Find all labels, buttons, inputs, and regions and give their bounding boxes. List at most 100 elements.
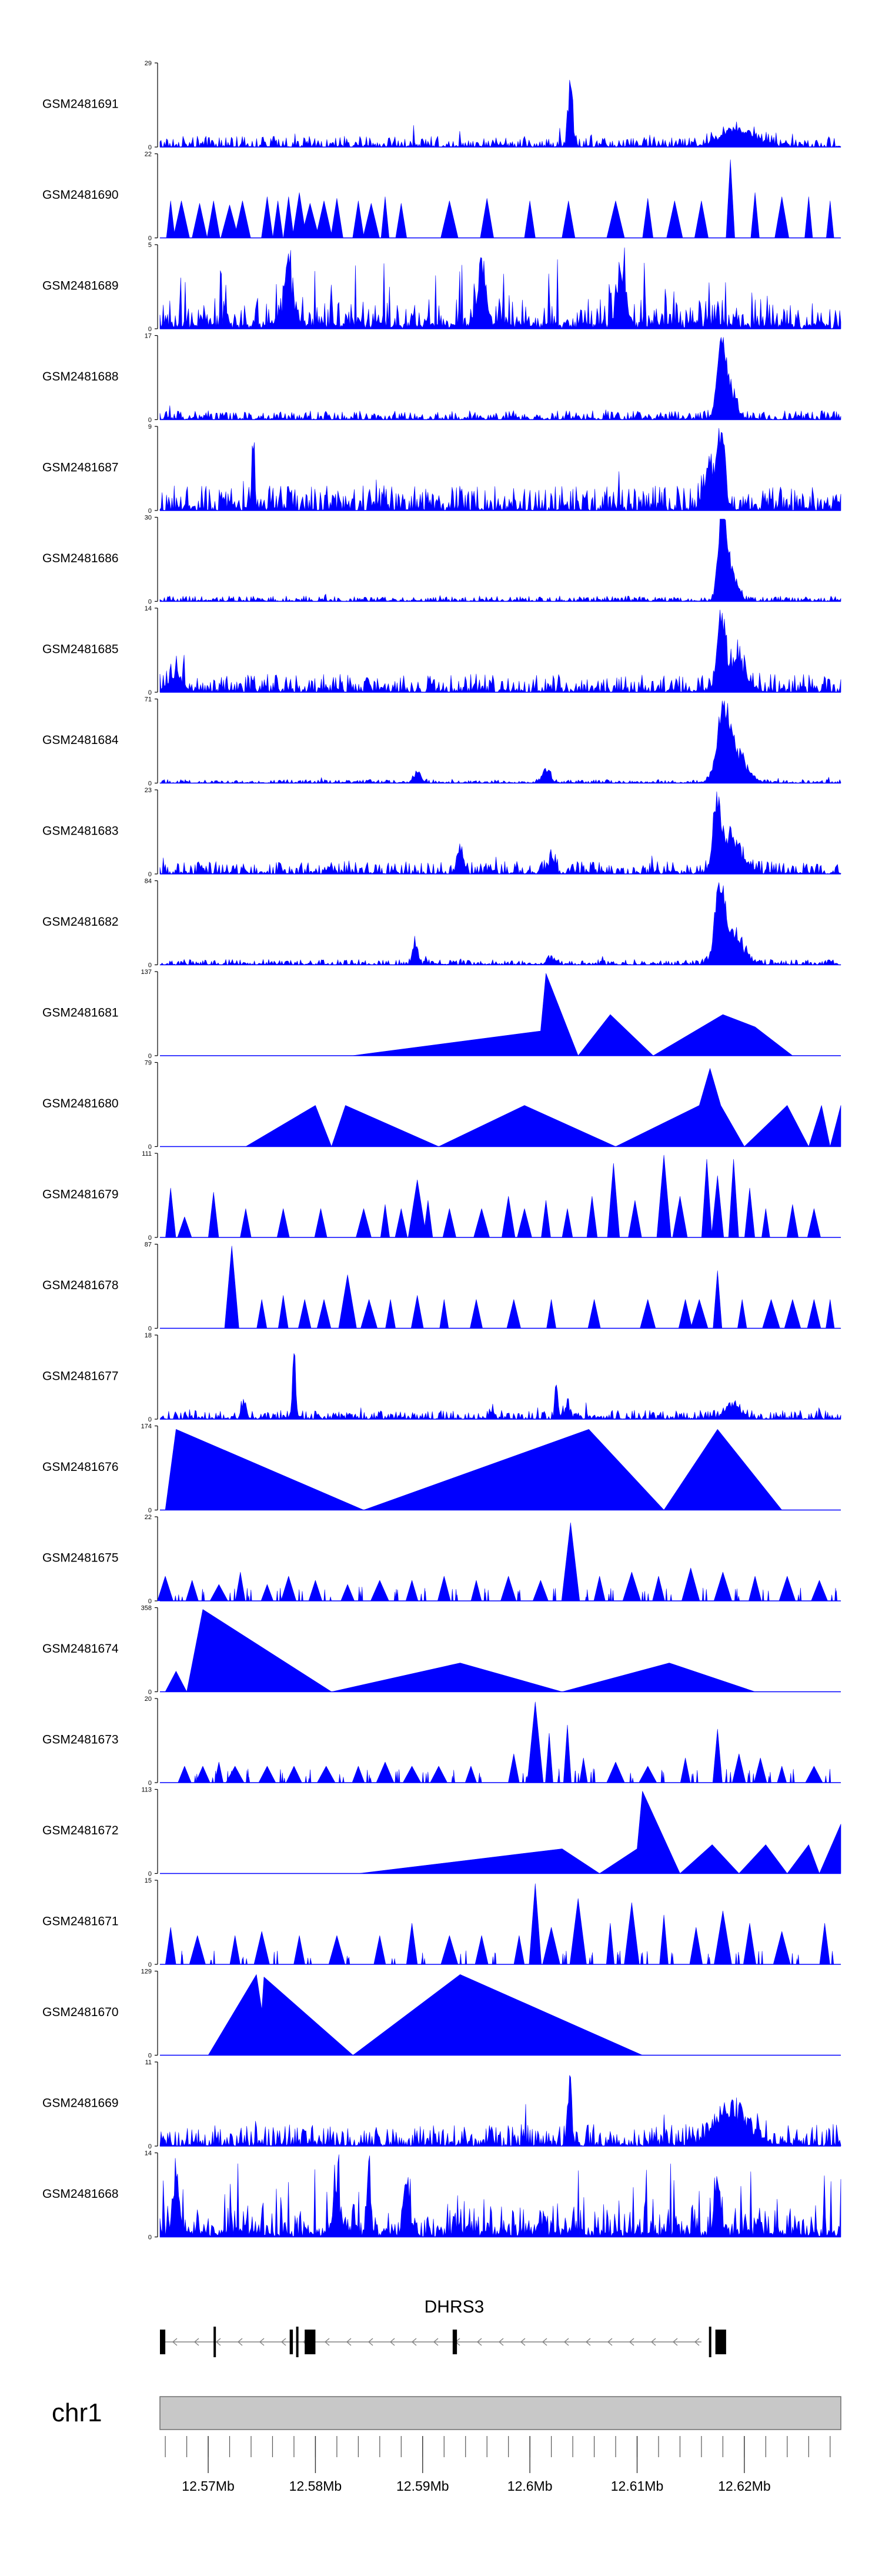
y-axis-max-label: 14 <box>145 2150 152 2157</box>
track-signal-area <box>159 1883 841 1965</box>
track-gsm2481682: GSM2481682 84 0 <box>42 878 841 969</box>
y-axis-max-label: 29 <box>145 60 152 67</box>
y-axis-zero-label: 0 <box>148 1871 152 1878</box>
track-label: GSM2481684 <box>42 733 119 747</box>
track-label: GSM2481686 <box>42 552 119 565</box>
track-label: GSM2481673 <box>42 1733 119 1747</box>
track-label: GSM2481685 <box>42 643 119 656</box>
strand-chevron <box>694 2338 700 2346</box>
y-axis-max-label: 174 <box>141 1423 152 1430</box>
y-axis-max-label: 18 <box>145 1332 152 1339</box>
y-axis-zero-label: 0 <box>148 1689 152 1696</box>
strand-chevron <box>672 2338 678 2346</box>
y-axis-max-label: 113 <box>141 1787 152 1794</box>
track-label: GSM2481674 <box>42 1642 119 1656</box>
track-signal-area <box>358 1791 841 1874</box>
gene-symbol: DHRS3 <box>425 2297 485 2317</box>
track-gsm2481689: GSM2481689 5 0 <box>42 242 841 333</box>
track-gsm2481684: GSM2481684 71 0 <box>42 696 841 788</box>
track-label: GSM2481679 <box>42 1188 119 1202</box>
axis-tick-label: 12.61Mb <box>611 2478 664 2494</box>
y-axis-max-label: 22 <box>145 151 152 158</box>
y-axis-max-label: 17 <box>145 333 152 340</box>
y-axis-max-label: 5 <box>148 242 152 249</box>
y-axis-zero-label: 0 <box>148 1961 152 1968</box>
track-label: GSM2481682 <box>42 915 119 929</box>
gene-exon <box>289 2330 293 2354</box>
track-signal-area <box>159 159 841 238</box>
track-gsm2481672: GSM2481672 113 0 <box>42 1787 841 1878</box>
genome-axis: 12.57Mb 12.58Mb 12.59Mb 12.6Mb 12.61Mb 12.62M… <box>165 2436 831 2494</box>
track-signal-area <box>159 1353 841 1420</box>
track-gsm2481671: GSM2481671 15 0 <box>42 1877 841 1968</box>
track-gsm2481688: GSM2481688 17 0 <box>42 333 841 424</box>
track-signal-area <box>159 1246 841 1329</box>
track-signal-area <box>208 1974 643 2056</box>
y-axis-max-label: 111 <box>142 1150 152 1157</box>
axis-tick-label: 12.59Mb <box>396 2478 449 2494</box>
y-axis-max-label: 23 <box>145 787 152 794</box>
y-axis-zero-label: 0 <box>148 871 152 878</box>
strand-chevron <box>346 2338 352 2346</box>
gene-exon <box>160 2330 166 2354</box>
track-label: GSM2481676 <box>42 1460 119 1474</box>
track-signal-area <box>159 1154 841 1238</box>
y-axis-max-label: 79 <box>145 1060 152 1067</box>
track-signal-area <box>159 428 841 511</box>
strand-chevron <box>280 2338 286 2346</box>
strand-chevron <box>389 2338 395 2346</box>
track-label: GSM2481690 <box>42 188 119 202</box>
y-axis-max-label: 87 <box>145 1242 152 1249</box>
track-gsm2481668: GSM2481668 14 0 <box>42 2150 841 2241</box>
gene-exon <box>709 2327 711 2357</box>
y-axis-zero-label: 0 <box>148 235 152 242</box>
track-label: GSM2481688 <box>42 370 119 383</box>
y-axis-max-label: 71 <box>145 696 152 703</box>
strand-chevron <box>193 2338 199 2346</box>
strand-chevron <box>629 2338 634 2346</box>
y-axis-max-label: 20 <box>145 1696 152 1703</box>
y-axis-zero-label: 0 <box>148 1326 152 1333</box>
strand-chevron <box>324 2338 330 2346</box>
gene-model-track: DHRS3 <box>160 2297 726 2357</box>
y-axis-max-label: 84 <box>145 878 152 885</box>
axis-tick-label: 12.6Mb <box>507 2478 553 2494</box>
strand-chevron <box>650 2338 656 2346</box>
y-axis-max-label: 30 <box>145 515 152 522</box>
strand-chevron <box>215 2338 221 2346</box>
track-signal-area <box>159 791 841 875</box>
track-gsm2481674: GSM2481674 358 0 <box>42 1605 841 1696</box>
track-signal-area <box>159 882 841 965</box>
track-label: GSM2481672 <box>42 1824 119 1837</box>
y-axis-zero-label: 0 <box>148 599 152 606</box>
track-signal-area <box>159 700 841 783</box>
y-axis-zero-label: 0 <box>148 780 152 788</box>
track-label: GSM2481681 <box>42 1006 119 1020</box>
y-axis-max-label: 22 <box>145 1514 152 1521</box>
track-gsm2481679: GSM2481679 111 0 <box>42 1150 841 1242</box>
strand-chevron <box>585 2338 591 2346</box>
strand-chevron <box>607 2338 613 2346</box>
track-signal-area <box>157 1522 841 1601</box>
track-label: GSM2481670 <box>42 2006 119 2019</box>
track-gsm2481673: GSM2481673 20 0 <box>42 1696 841 1787</box>
track-gsm2481670: GSM2481670 129 0 <box>42 1968 841 2060</box>
strand-chevron <box>542 2338 547 2346</box>
y-axis-zero-label: 0 <box>148 1234 152 1242</box>
y-axis-zero-label: 0 <box>148 689 152 696</box>
y-axis-zero-label: 0 <box>148 144 152 151</box>
y-axis-max-label: 358 <box>141 1605 152 1612</box>
track-gsm2481687: GSM2481687 9 0 <box>42 423 841 515</box>
y-axis-zero-label: 0 <box>148 1507 152 1514</box>
y-axis-max-label: 11 <box>145 2059 152 2066</box>
y-axis-zero-label: 0 <box>148 1416 152 1423</box>
track-gsm2481685: GSM2481685 14 0 <box>42 605 841 696</box>
y-axis-max-label: 137 <box>141 969 152 976</box>
track-signal-area <box>159 247 841 329</box>
track-gsm2481681: GSM2481681 137 0 <box>42 969 841 1060</box>
track-gsm2481676: GSM2481676 174 0 <box>42 1423 841 1514</box>
track-label: GSM2481683 <box>42 825 119 838</box>
track-signal-area <box>159 2154 841 2237</box>
chromosome-label: chr1 <box>52 2398 102 2427</box>
